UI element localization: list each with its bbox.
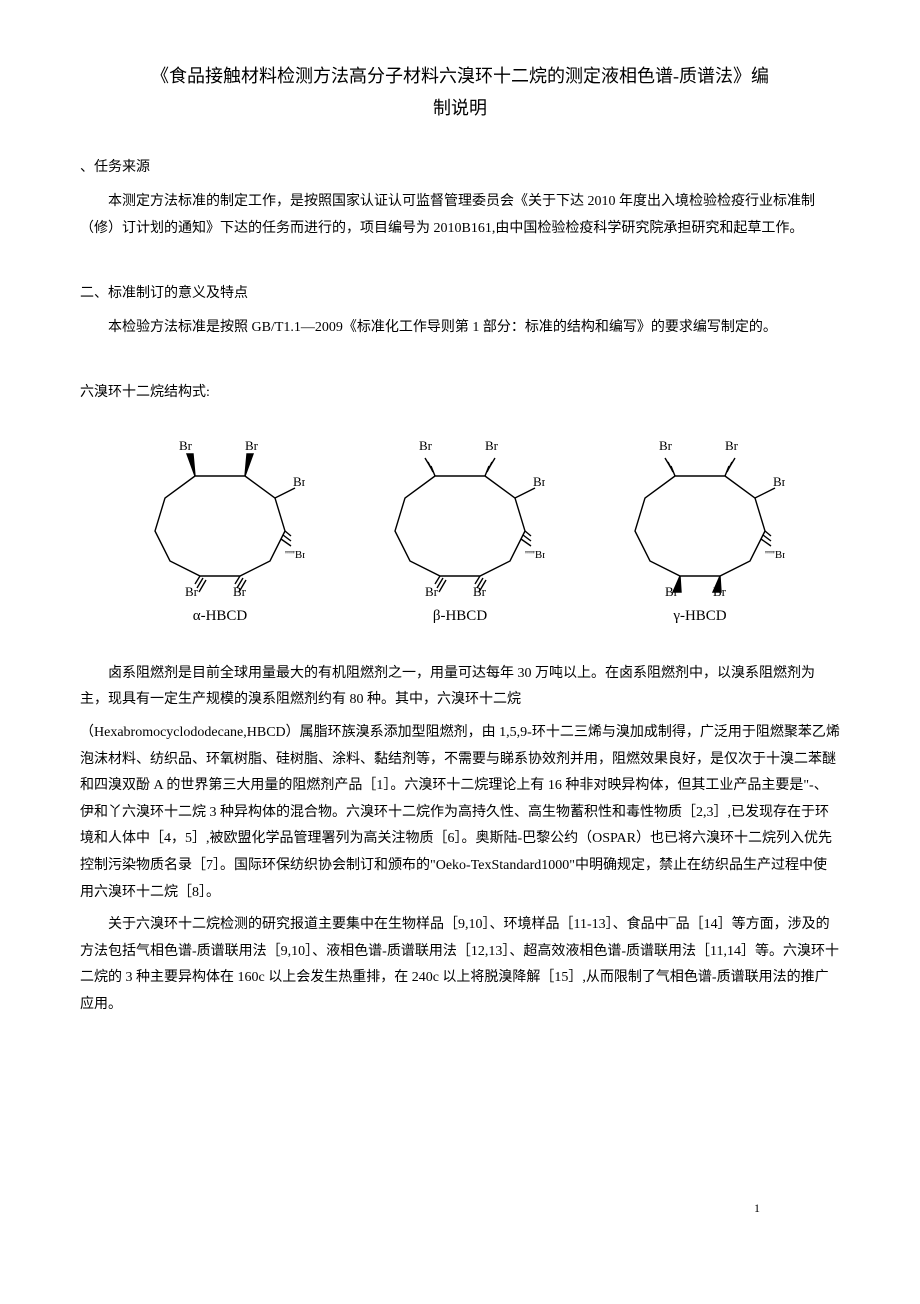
svg-text:'''''Br: '''''Br <box>765 549 785 561</box>
svg-text:Br: Br <box>659 438 673 453</box>
beta-hbcd-diagram: Br Br Br '''''Br Br Br <box>375 436 545 596</box>
svg-text:Br: Br <box>293 474 305 489</box>
svg-text:Br: Br <box>245 438 259 453</box>
svg-text:Br: Br <box>473 584 487 596</box>
body-paragraph-1: 卤系阻燃剂是目前全球用量最大的有机阻燃剂之一，用量可达每年 30 万吨以上。在卤… <box>80 661 840 714</box>
title-line-1: 《食品接触材料检测方法高分子材料六溴环十二烷的测定液相色谱-质谱法》编 <box>151 66 769 86</box>
chemical-structures-row: Br Br Br '''''Br Br Br α-HBCD <box>100 436 820 631</box>
structures-heading: 六溴环十二烷结构式: <box>80 380 840 407</box>
alpha-label: α-HBCD <box>193 602 248 631</box>
svg-text:Br: Br <box>485 438 499 453</box>
svg-text:Br: Br <box>179 438 193 453</box>
structure-gamma: Br Br Br '''''Br Br Br γ-HBCD <box>615 436 785 631</box>
title-line-2: 制说明 <box>433 98 487 118</box>
svg-text:Br: Br <box>185 584 199 596</box>
section-2-paragraph: 本检验方法标准是按照 GB/T1.1—2009《标准化工作导则第 1 部分：标准… <box>80 315 840 342</box>
document-title: 《食品接触材料检测方法高分子材料六溴环十二烷的测定液相色谱-质谱法》编 制说明 <box>80 60 840 125</box>
svg-text:Br: Br <box>425 584 439 596</box>
body-paragraph-2: （Hexabromocyclododecane,HBCD）属脂环族溴系添加型阻燃… <box>80 720 840 906</box>
svg-text:Br: Br <box>725 438 739 453</box>
section-1-heading: 、任务来源 <box>80 155 840 182</box>
beta-label: β-HBCD <box>433 602 487 631</box>
gamma-label: γ-HBCD <box>673 602 726 631</box>
structure-beta: Br Br Br '''''Br Br Br β-HBCD <box>375 436 545 631</box>
svg-text:'''''Br: '''''Br <box>285 549 305 561</box>
svg-text:Br: Br <box>773 474 785 489</box>
alpha-hbcd-diagram: Br Br Br '''''Br Br Br <box>135 436 305 596</box>
svg-text:Br: Br <box>233 584 247 596</box>
svg-text:Br: Br <box>665 584 679 596</box>
svg-text:Br: Br <box>713 584 727 596</box>
svg-text:'''''Br: '''''Br <box>525 549 545 561</box>
svg-text:Br: Br <box>533 474 545 489</box>
section-2-heading: 二、标准制订的意义及特点 <box>80 281 840 308</box>
structure-alpha: Br Br Br '''''Br Br Br α-HBCD <box>135 436 305 631</box>
svg-text:Br: Br <box>419 438 433 453</box>
page-number: 1 <box>754 1197 760 1220</box>
body-paragraph-3: 关于六溴环十二烷检测的研究报道主要集中在生物样品［9,10］、环境样品［11-1… <box>80 912 840 1018</box>
section-1-paragraph: 本测定方法标准的制定工作，是按照国家认证认可监督管理委员会《关于下达 2010 … <box>80 189 840 242</box>
gamma-hbcd-diagram: Br Br Br '''''Br Br Br <box>615 436 785 596</box>
